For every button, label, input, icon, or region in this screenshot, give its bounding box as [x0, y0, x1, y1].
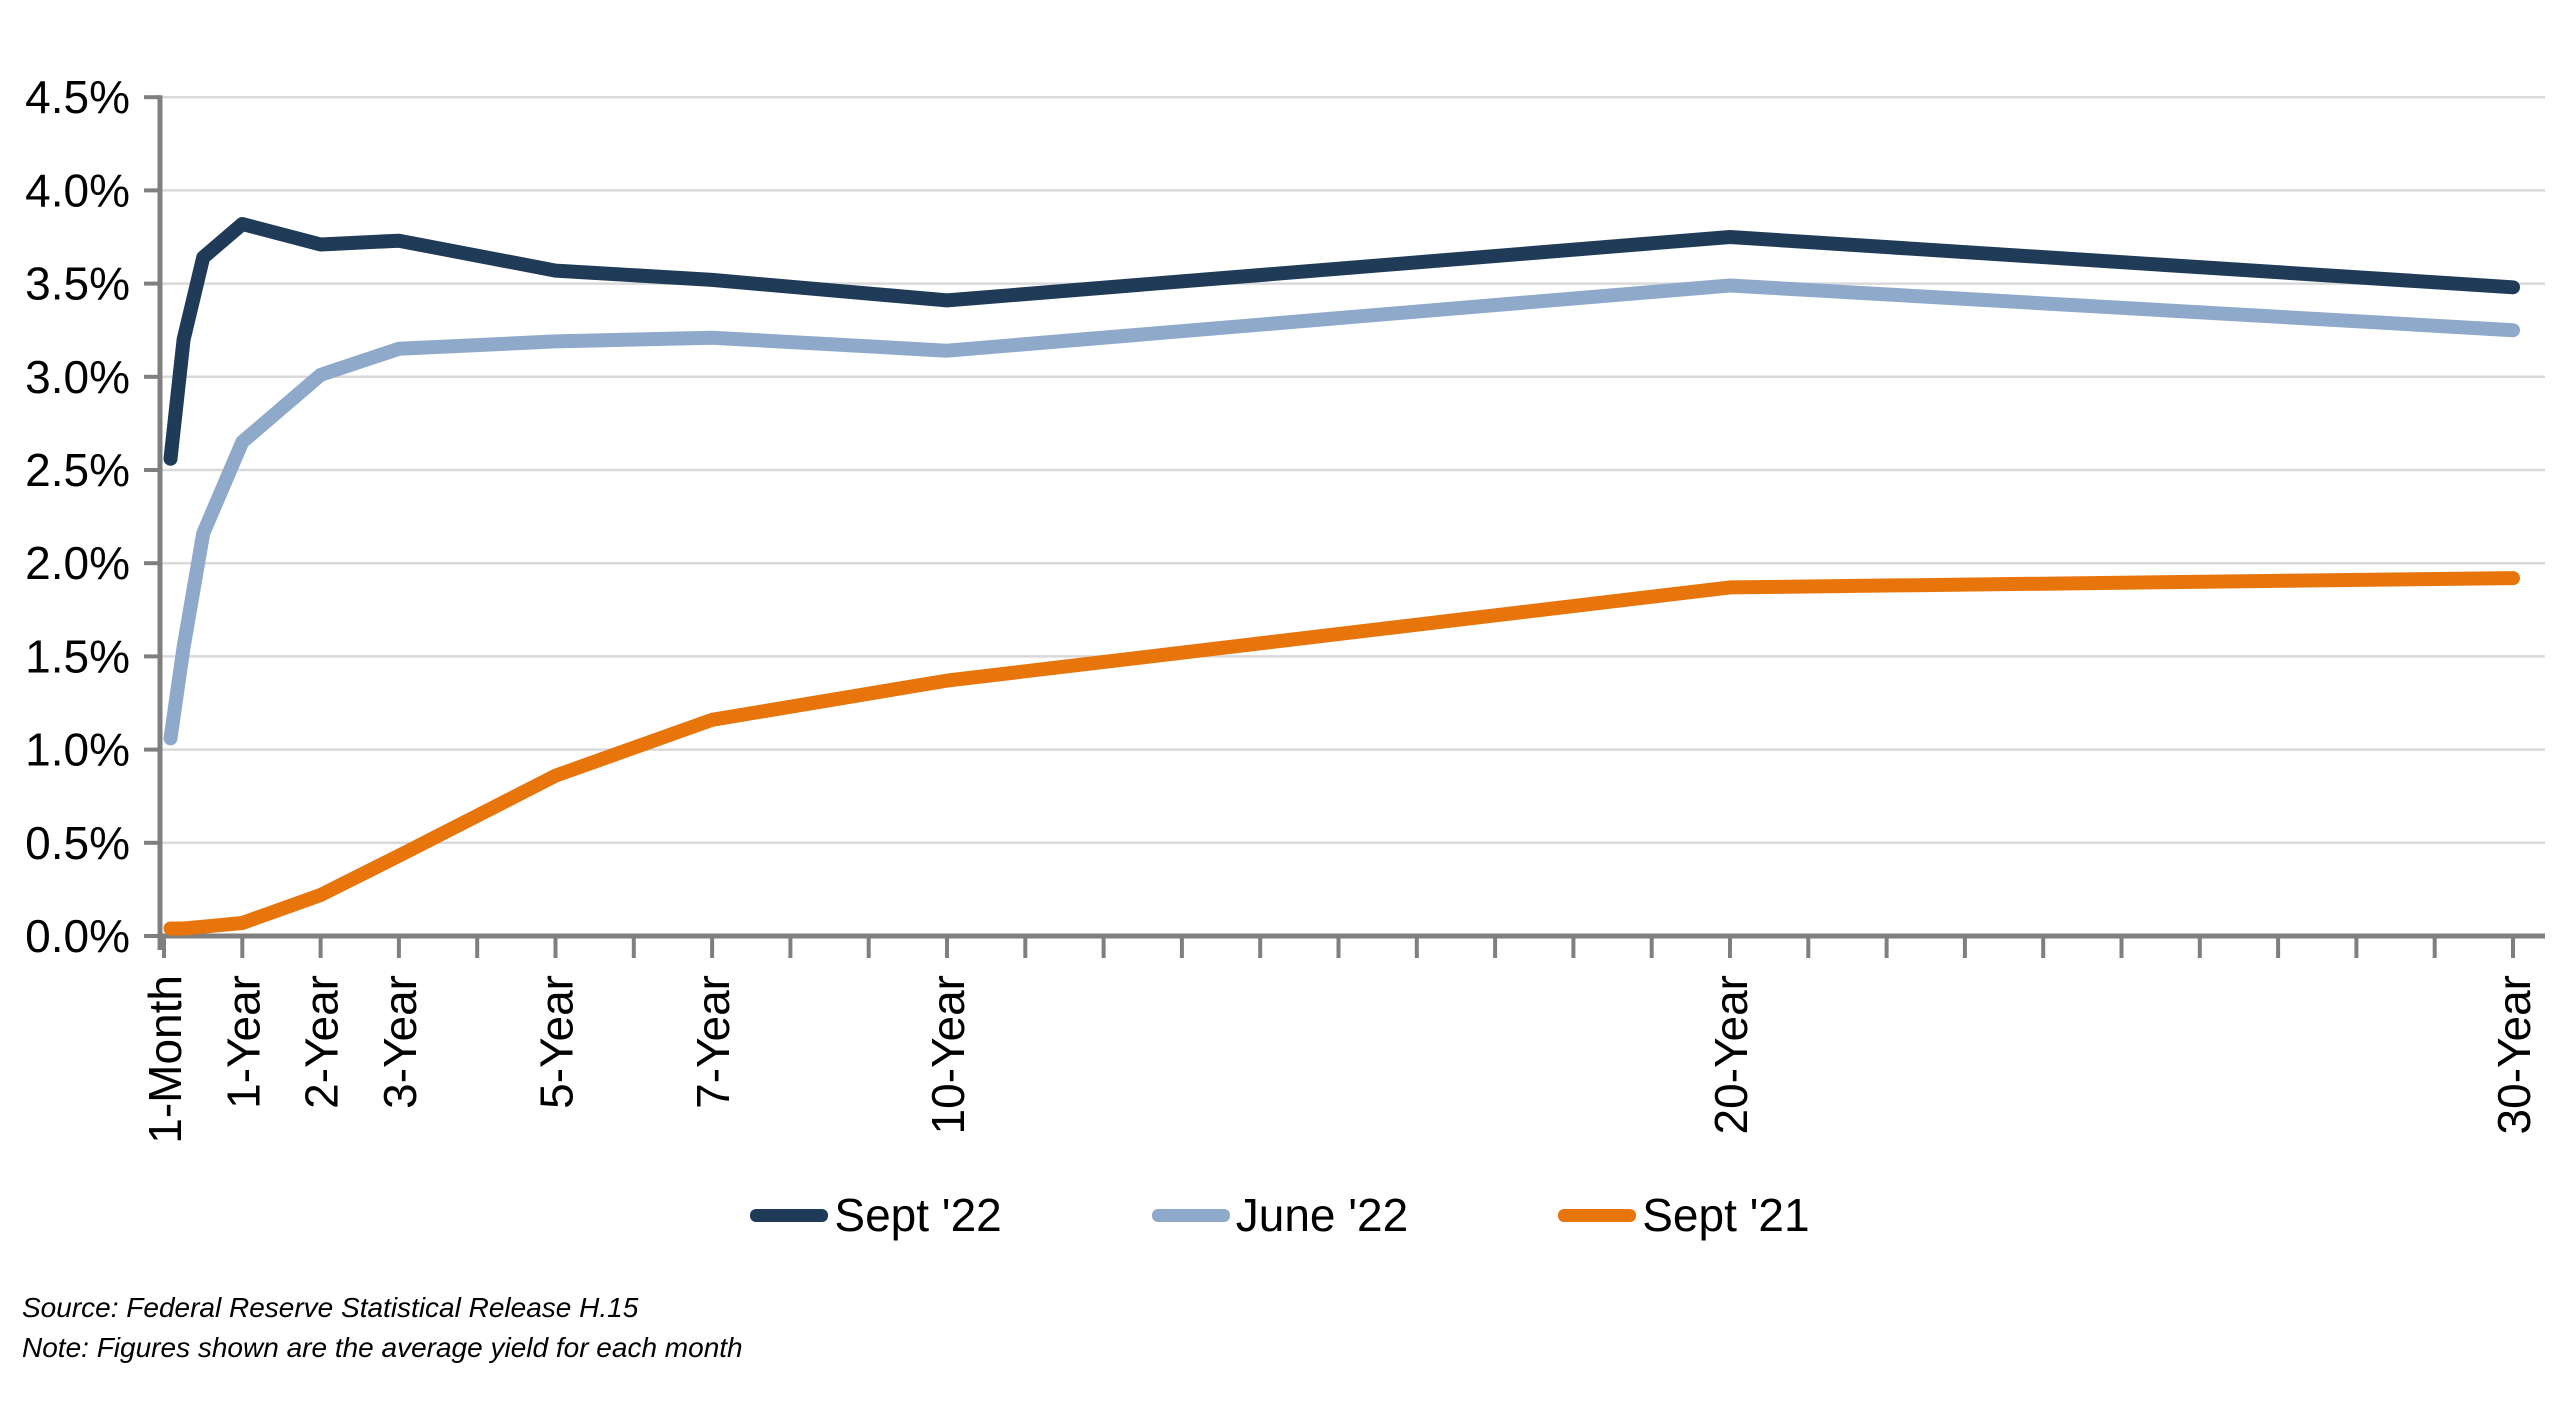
- series-line-june-22: [163, 278, 2520, 746]
- x-axis-label: 1-Month: [139, 975, 191, 1144]
- y-axis-label: 1.5%: [25, 630, 130, 682]
- legend-label: Sept '21: [1642, 1189, 1810, 1241]
- x-axis-label: 2-Year: [296, 975, 348, 1109]
- y-axis-label: 3.5%: [25, 258, 130, 310]
- source-note: Source: Federal Reserve Statistical Rele…: [22, 1292, 639, 1323]
- series-line-sept-21: [163, 571, 2520, 936]
- x-axis-label: 5-Year: [531, 975, 583, 1109]
- x-axis-label: 3-Year: [374, 975, 426, 1109]
- x-axis-label: 30-Year: [2488, 975, 2540, 1134]
- legend-item-sept-22: Sept '22: [750, 1189, 1002, 1241]
- legend-item-june-22: June '22: [1151, 1189, 1409, 1241]
- legend-swatch: [1151, 1208, 1230, 1222]
- y-axis-label: 3.0%: [25, 351, 130, 403]
- legend-label: Sept '22: [834, 1189, 1002, 1241]
- y-axis-label: 4.5%: [25, 71, 130, 123]
- x-axis-label: 1-Year: [217, 975, 269, 1109]
- legend-item-sept-21: Sept '21: [1558, 1189, 1810, 1241]
- legend: Sept '22 June '22 Sept '21: [0, 1192, 2560, 1238]
- y-axis-label: 1.0%: [25, 724, 130, 776]
- legend-swatch: [1558, 1208, 1637, 1222]
- y-axis-label: 2.5%: [25, 444, 130, 496]
- x-axis-label: 10-Year: [922, 975, 974, 1134]
- y-axis-label: 4.0%: [25, 164, 130, 216]
- footer-notes: Source: Federal Reserve Statistical Rele…: [22, 1288, 743, 1368]
- x-axis-label: 20-Year: [1705, 975, 1757, 1134]
- y-axis-label: 0.0%: [25, 910, 130, 962]
- x-axis-label: 7-Year: [687, 975, 739, 1109]
- methodology-note: Note: Figures shown are the average yiel…: [22, 1332, 743, 1363]
- legend-label: June '22: [1235, 1189, 1409, 1241]
- y-axis-label: 0.5%: [25, 817, 130, 869]
- y-axis-label: 2.0%: [25, 537, 130, 589]
- series-line-sept-22: [163, 217, 2520, 466]
- legend-swatch: [750, 1208, 829, 1222]
